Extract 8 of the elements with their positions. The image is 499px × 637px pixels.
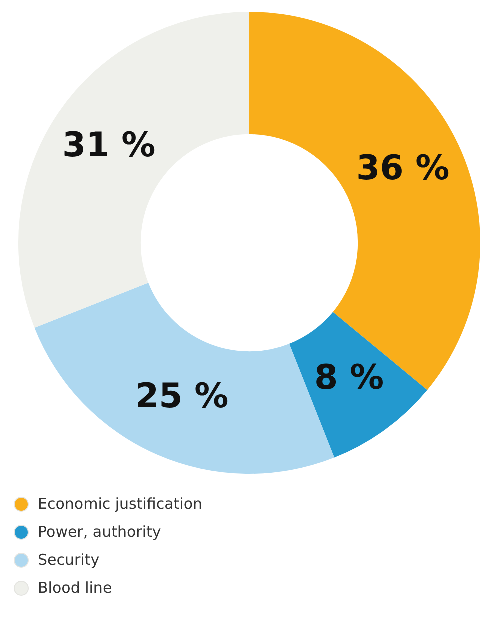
legend-label: Security (38, 551, 100, 569)
data-label: 31 % (62, 125, 156, 166)
data-label: 36 % (356, 148, 450, 189)
legend-label: Economic justification (38, 495, 203, 513)
data-label: 8 % (314, 358, 384, 398)
data-label: 25 % (135, 376, 229, 417)
legend-label: Blood line (38, 579, 112, 597)
legend-label: Power, authority (38, 523, 162, 541)
